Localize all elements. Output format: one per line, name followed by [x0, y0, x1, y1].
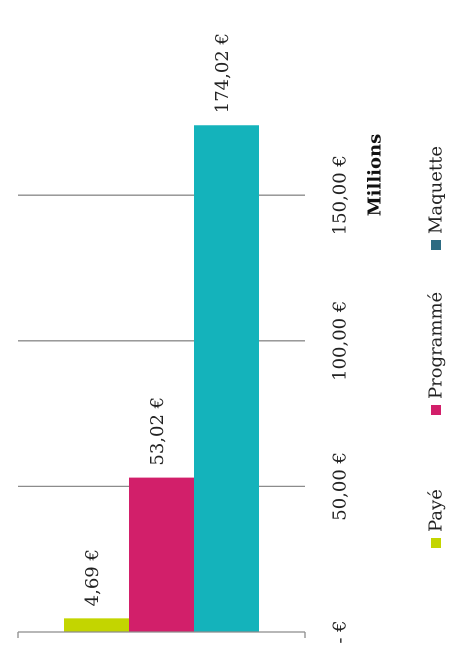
- tick-label: 50,00 €: [330, 452, 351, 521]
- data-label: 53,02 €: [147, 397, 168, 466]
- bar-payé: [64, 618, 129, 632]
- data-label: 174,02 €: [212, 33, 233, 113]
- legend: Payé Programmé Maquette: [426, 146, 447, 548]
- legend-swatch: [431, 538, 441, 548]
- legend-label: Maquette: [426, 146, 447, 234]
- tick-label: - €: [330, 620, 351, 643]
- tick-label: 100,00 €: [330, 301, 351, 381]
- tick-label: 150,00 €: [330, 155, 351, 235]
- data-label: 4,69 €: [82, 549, 103, 606]
- tick-labels: - € 50,00 € 100,00 € 150,00 €: [330, 155, 351, 644]
- data-labels: 4,69 € 53,02 € 174,02 €: [82, 33, 233, 606]
- value-axis: [17, 631, 306, 638]
- legend-swatch: [431, 240, 441, 250]
- bars: [64, 125, 259, 633]
- legend-label: Programmé: [426, 292, 447, 399]
- unit-label: Millions: [365, 134, 386, 217]
- bar-maquette: [194, 125, 259, 633]
- legend-label: Payé: [426, 489, 447, 532]
- bar-programmé: [129, 477, 194, 632]
- legend-swatch: [431, 405, 441, 415]
